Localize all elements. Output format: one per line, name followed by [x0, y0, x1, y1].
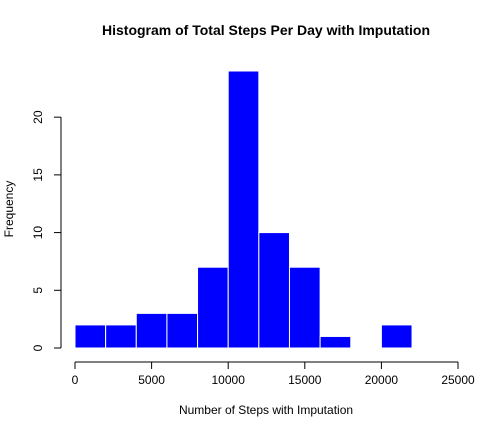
y-tick-label: 5 [31, 287, 45, 294]
histogram-bar [380, 324, 413, 349]
histogram-bar [105, 324, 137, 349]
x-tick-label: 25000 [441, 373, 475, 387]
x-tick-label: 20000 [365, 373, 399, 387]
y-tick-label: 0 [31, 344, 45, 351]
histogram-bar [258, 232, 290, 349]
histogram-bar [166, 312, 199, 349]
x-axis-label: Number of Steps with Imputation [179, 403, 353, 417]
y-axis: 0 5 10 15 20 [31, 110, 62, 351]
x-tick-label: 5000 [138, 373, 165, 387]
chart-title: Histogram of Total Steps Per Day with Im… [102, 22, 430, 38]
y-tick-label: 20 [31, 110, 45, 124]
bars-group [74, 70, 413, 349]
histogram-bar [197, 266, 229, 349]
x-axis: 0 5000 10000 15000 20000 25000 [72, 361, 475, 387]
histogram-bar [288, 266, 321, 349]
histogram-bar [319, 335, 352, 349]
histogram-bar [74, 324, 107, 349]
x-tick-label: 0 [72, 373, 79, 387]
y-tick-label: 10 [31, 226, 45, 240]
x-tick-label: 10000 [212, 373, 246, 387]
histogram-bar [227, 70, 260, 349]
x-tick-label: 15000 [288, 373, 322, 387]
y-tick-label: 15 [31, 168, 45, 182]
y-axis-label: Frequency [2, 181, 16, 238]
histogram-bar [135, 312, 168, 349]
